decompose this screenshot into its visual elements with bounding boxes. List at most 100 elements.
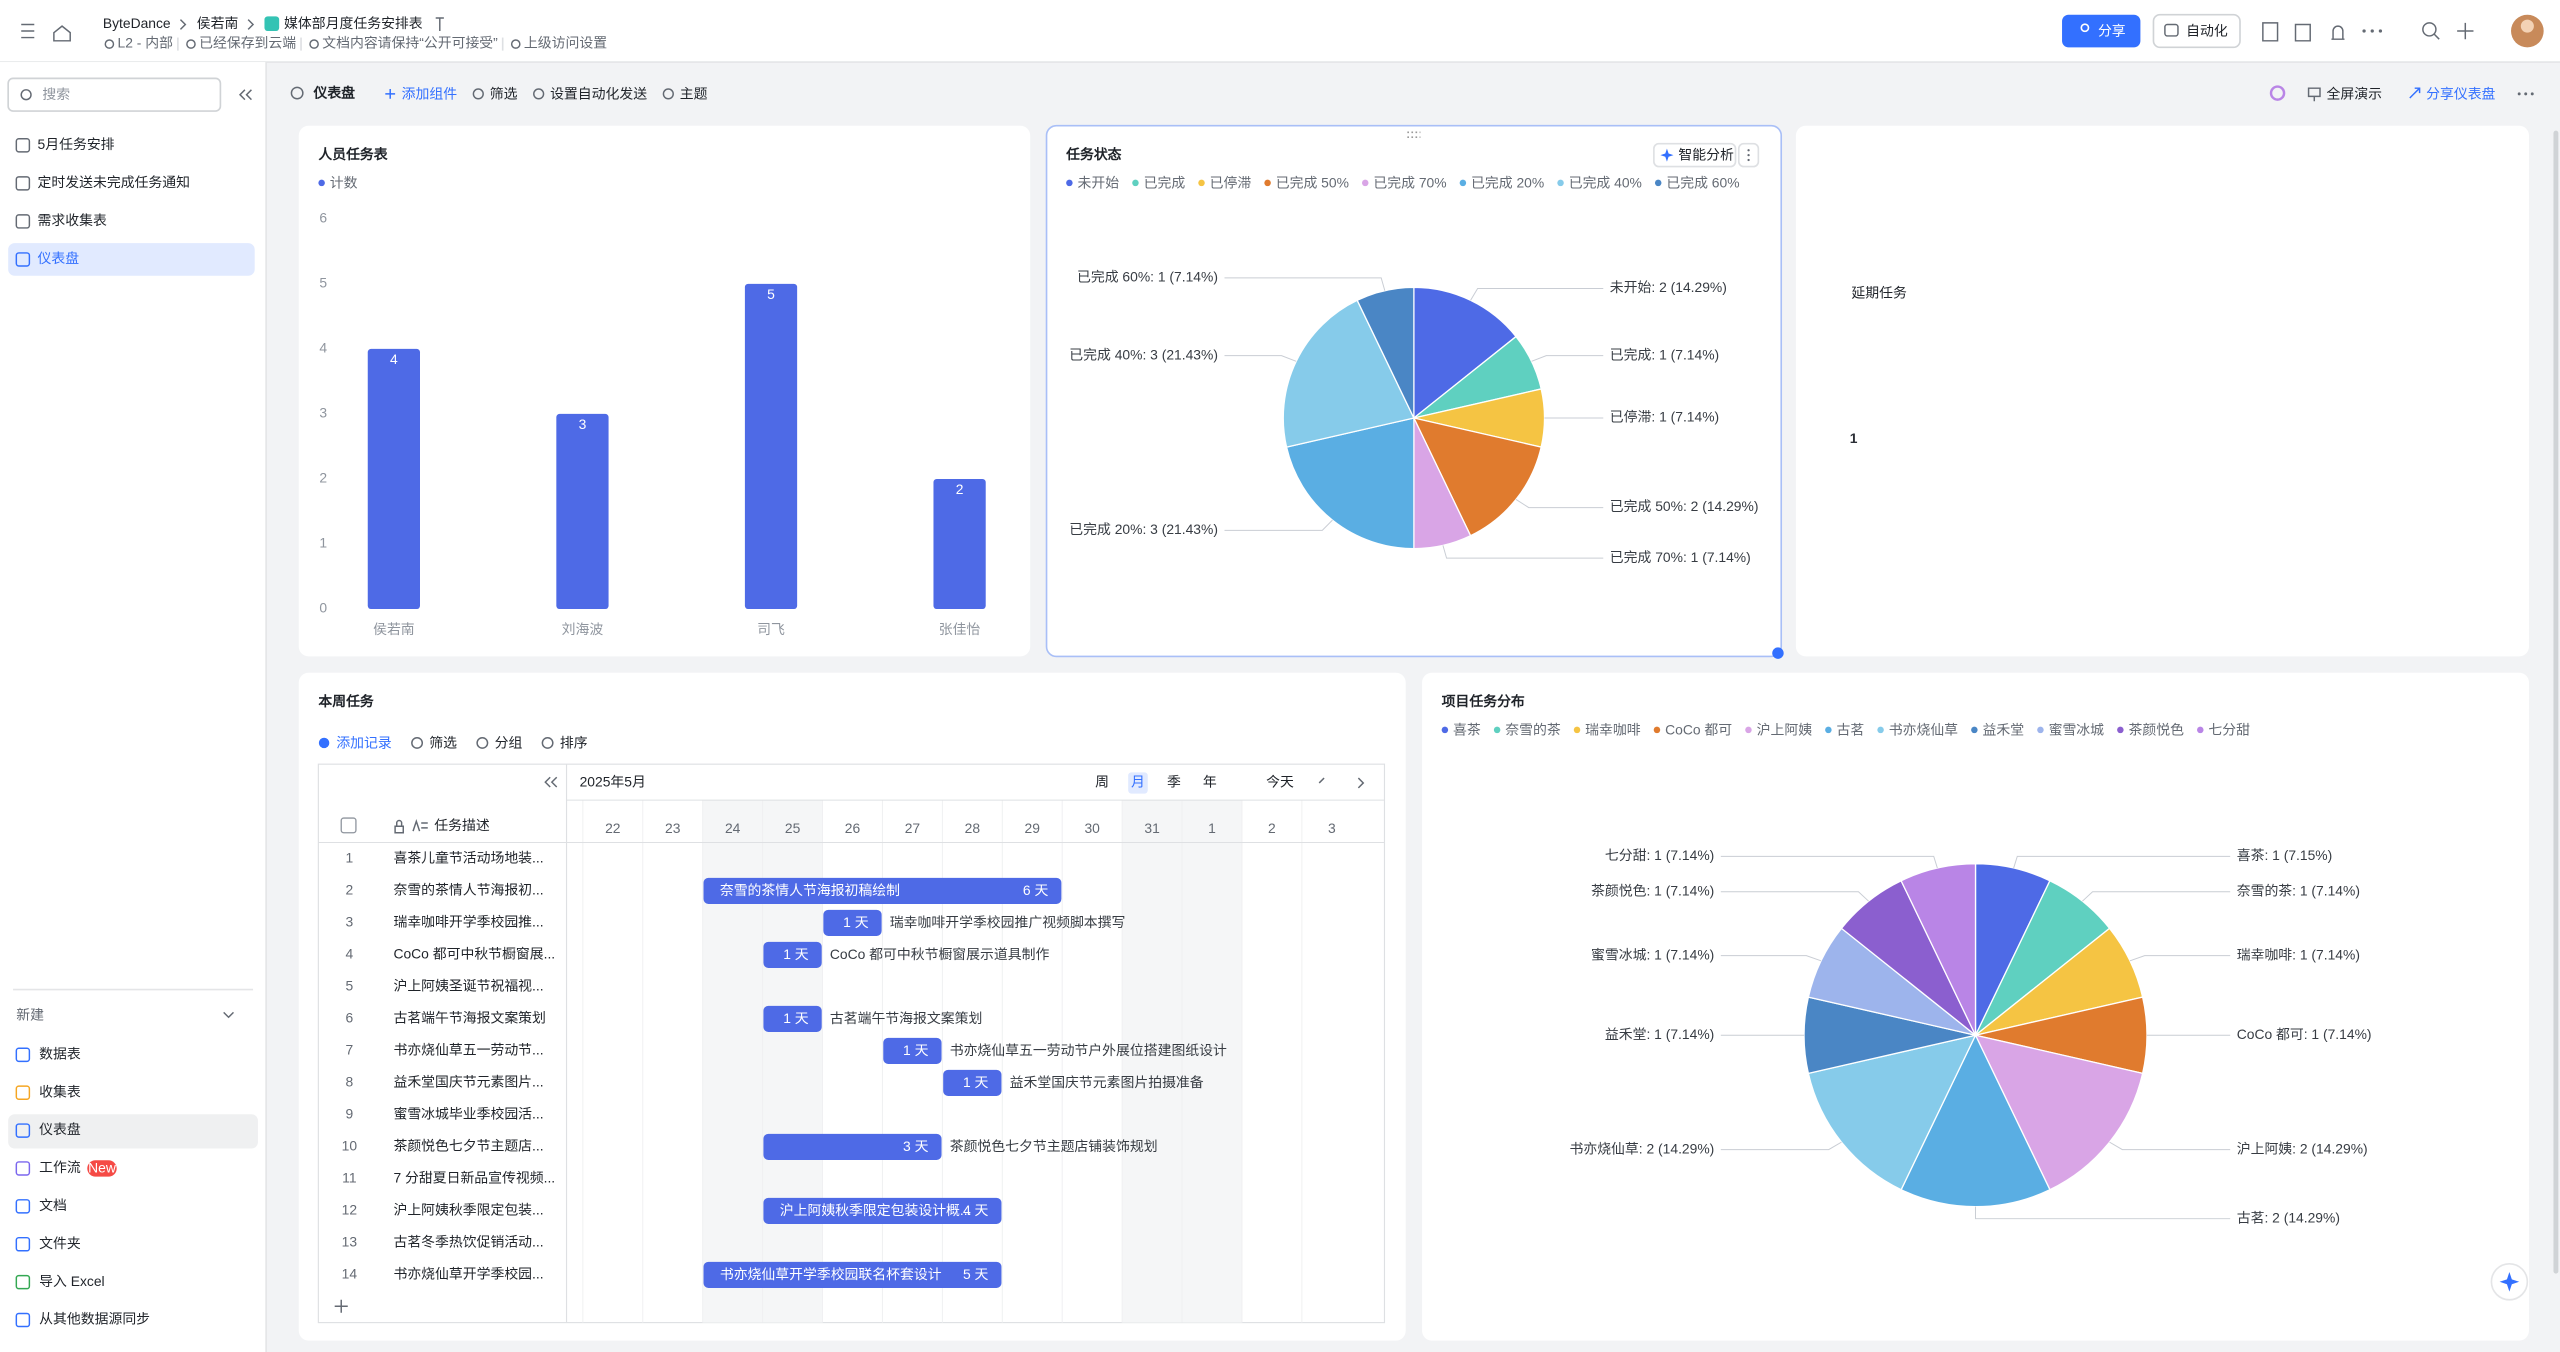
legend-label[interactable]: 已完成 20% xyxy=(1471,174,1544,190)
legend-label[interactable]: 喜茶 xyxy=(1453,721,1481,737)
toolbar-action[interactable]: 设置自动化发送 xyxy=(550,85,647,101)
new-chevron[interactable] xyxy=(223,1011,234,1019)
grid-toolbar-action[interactable]: 筛选 xyxy=(429,734,457,750)
select-all-checkbox[interactable] xyxy=(340,817,357,834)
gantt-bar[interactable] xyxy=(883,1037,942,1064)
legend-label[interactable]: CoCo 都可 xyxy=(1665,721,1732,737)
pie-slice[interactable] xyxy=(1900,1033,2051,1208)
legend-label[interactable]: 已完成 40% xyxy=(1569,174,1642,190)
pie-slice[interactable] xyxy=(1413,286,1517,420)
legend-label[interactable]: 书亦烧仙草 xyxy=(1889,721,1958,737)
pie-slice[interactable] xyxy=(1356,286,1415,419)
pie-slice[interactable] xyxy=(1807,1034,1977,1191)
gantt-bar[interactable] xyxy=(763,1197,1002,1224)
gantt-bar[interactable] xyxy=(763,1005,822,1032)
new-item[interactable]: 文档 xyxy=(39,1197,67,1213)
legend-label[interactable]: 已完成 60% xyxy=(1666,174,1739,190)
view-switch[interactable]: 季 xyxy=(1167,774,1181,790)
legend-label[interactable]: 七分甜 xyxy=(2208,721,2250,737)
task-name[interactable]: 古茗端午节海报文案策划 xyxy=(393,1010,545,1026)
legend-label[interactable]: 蜜雪冰城 xyxy=(2049,721,2105,737)
legend-label[interactable]: 古茗 xyxy=(1837,721,1865,737)
menu-icon[interactable] xyxy=(21,23,35,39)
new-item[interactable]: 文件夹 xyxy=(39,1235,81,1251)
new-item[interactable]: 导入 Excel xyxy=(39,1273,104,1289)
gantt-bar[interactable] xyxy=(823,909,882,936)
task-name[interactable]: 古茗冬季热饮促销活动... xyxy=(393,1234,543,1250)
task-name[interactable]: CoCo 都可中秋节橱窗展... xyxy=(393,946,555,962)
card[interactable] xyxy=(298,125,1031,657)
bar[interactable] xyxy=(933,478,986,610)
breadcrumb[interactable]: ByteDance xyxy=(103,15,171,31)
toolbar-action[interactable]: 主题 xyxy=(680,85,708,101)
gantt-bar[interactable] xyxy=(703,1261,1002,1288)
resize-handle[interactable] xyxy=(1772,647,1784,659)
new-item[interactable]: 从其他数据源同步 xyxy=(39,1311,150,1327)
nav-item[interactable]: 定时发送未完成任务通知 xyxy=(38,174,190,190)
nav-item[interactable]: 需求收集表 xyxy=(38,212,107,228)
task-name[interactable]: 喜茶儿童节活动场地装... xyxy=(393,850,543,866)
gantt-bar[interactable] xyxy=(763,941,822,968)
pie-slice[interactable] xyxy=(1285,417,1415,550)
task-name[interactable]: 益禾堂国庆节元素图片... xyxy=(393,1074,543,1090)
legend-label[interactable]: 茶颜悦色 xyxy=(2129,721,2185,737)
pie-slice[interactable] xyxy=(1282,299,1415,448)
home-icon[interactable] xyxy=(53,25,71,42)
search-icon[interactable] xyxy=(2422,22,2437,37)
scrollbar[interactable] xyxy=(2553,130,2559,1274)
bar[interactable] xyxy=(367,348,420,610)
new-item[interactable]: 仪表盘 xyxy=(39,1121,81,1137)
gantt-bar[interactable] xyxy=(703,877,1062,904)
task-name[interactable]: 瑞幸咖啡开学季校园推... xyxy=(393,914,543,930)
view-selected[interactable] xyxy=(1128,772,1148,794)
task-name[interactable]: 书亦烧仙草开学季校园... xyxy=(393,1266,543,1282)
view-switch[interactable]: 年 xyxy=(1203,774,1217,790)
task-name[interactable]: 沪上阿姨圣诞节祝福视... xyxy=(393,978,543,994)
pie-slice[interactable] xyxy=(1974,1034,2144,1191)
add-row[interactable] xyxy=(334,1299,348,1313)
collapse-pane[interactable] xyxy=(544,776,558,788)
grid-toolbar-action[interactable]: 排序 xyxy=(560,734,588,750)
legend-label[interactable]: 未开始 xyxy=(1078,174,1120,190)
legend-label[interactable]: 瑞幸咖啡 xyxy=(1585,721,1641,737)
toolbar-action[interactable]: 添加组件 xyxy=(402,85,458,101)
new-item[interactable]: 收集表 xyxy=(39,1083,81,1099)
fullscreen-action[interactable]: 全屏演示 xyxy=(2327,85,2383,101)
bar[interactable] xyxy=(744,283,798,610)
more-dot[interactable] xyxy=(2530,92,2534,96)
task-name[interactable]: 奈雪的茶情人节海报初... xyxy=(393,882,543,898)
grid-toolbar-action[interactable]: 添加记录 xyxy=(336,734,392,750)
task-name[interactable]: 茶颜悦色七夕节主题店... xyxy=(393,1138,543,1154)
more-dot[interactable] xyxy=(2517,92,2521,96)
view-switch[interactable]: 周 xyxy=(1095,774,1109,790)
automation-button[interactable] xyxy=(2152,13,2241,49)
legend-label[interactable]: 已完成 50% xyxy=(1276,174,1349,190)
pie-slice[interactable] xyxy=(1412,417,1542,537)
breadcrumb[interactable]: 媒体部月度任务安排表 xyxy=(284,15,423,31)
share-dashboard-action[interactable]: 分享仪表盘 xyxy=(2426,85,2495,101)
nav-item[interactable]: 仪表盘 xyxy=(38,250,80,266)
card[interactable] xyxy=(1795,125,2529,657)
nav-item[interactable]: 5月任务安排 xyxy=(38,136,115,152)
toolbar-action[interactable]: 筛选 xyxy=(490,85,518,101)
grid-toolbar-action[interactable]: 分组 xyxy=(495,734,523,750)
legend-label[interactable]: 益禾堂 xyxy=(1983,721,2025,737)
nav-item-selected[interactable] xyxy=(8,243,255,276)
breadcrumb[interactable]: 侯若南 xyxy=(197,15,239,31)
share-button[interactable] xyxy=(2062,14,2141,48)
gantt-bar[interactable] xyxy=(943,1069,1002,1096)
legend-label[interactable]: 已完成 xyxy=(1144,174,1186,190)
task-name[interactable]: 7 分甜夏日新品宣传视频... xyxy=(393,1170,555,1186)
new-item[interactable]: 工作流 xyxy=(39,1159,81,1175)
more-dot[interactable] xyxy=(2524,92,2528,96)
search-box[interactable] xyxy=(7,77,222,112)
new-item[interactable]: 数据表 xyxy=(39,1045,81,1061)
task-name[interactable]: 沪上阿姨秋季限定包装... xyxy=(393,1202,543,1218)
legend-label[interactable]: 沪上阿姨 xyxy=(1757,721,1813,737)
legend-label[interactable]: 已完成 70% xyxy=(1373,174,1446,190)
today-button[interactable]: 今天 xyxy=(1266,774,1294,790)
task-name[interactable]: 蜜雪冰城毕业季校园活... xyxy=(393,1106,543,1122)
new-item-selected[interactable] xyxy=(8,1114,258,1149)
plus-icon[interactable] xyxy=(2433,22,2474,40)
bar[interactable] xyxy=(556,413,609,610)
